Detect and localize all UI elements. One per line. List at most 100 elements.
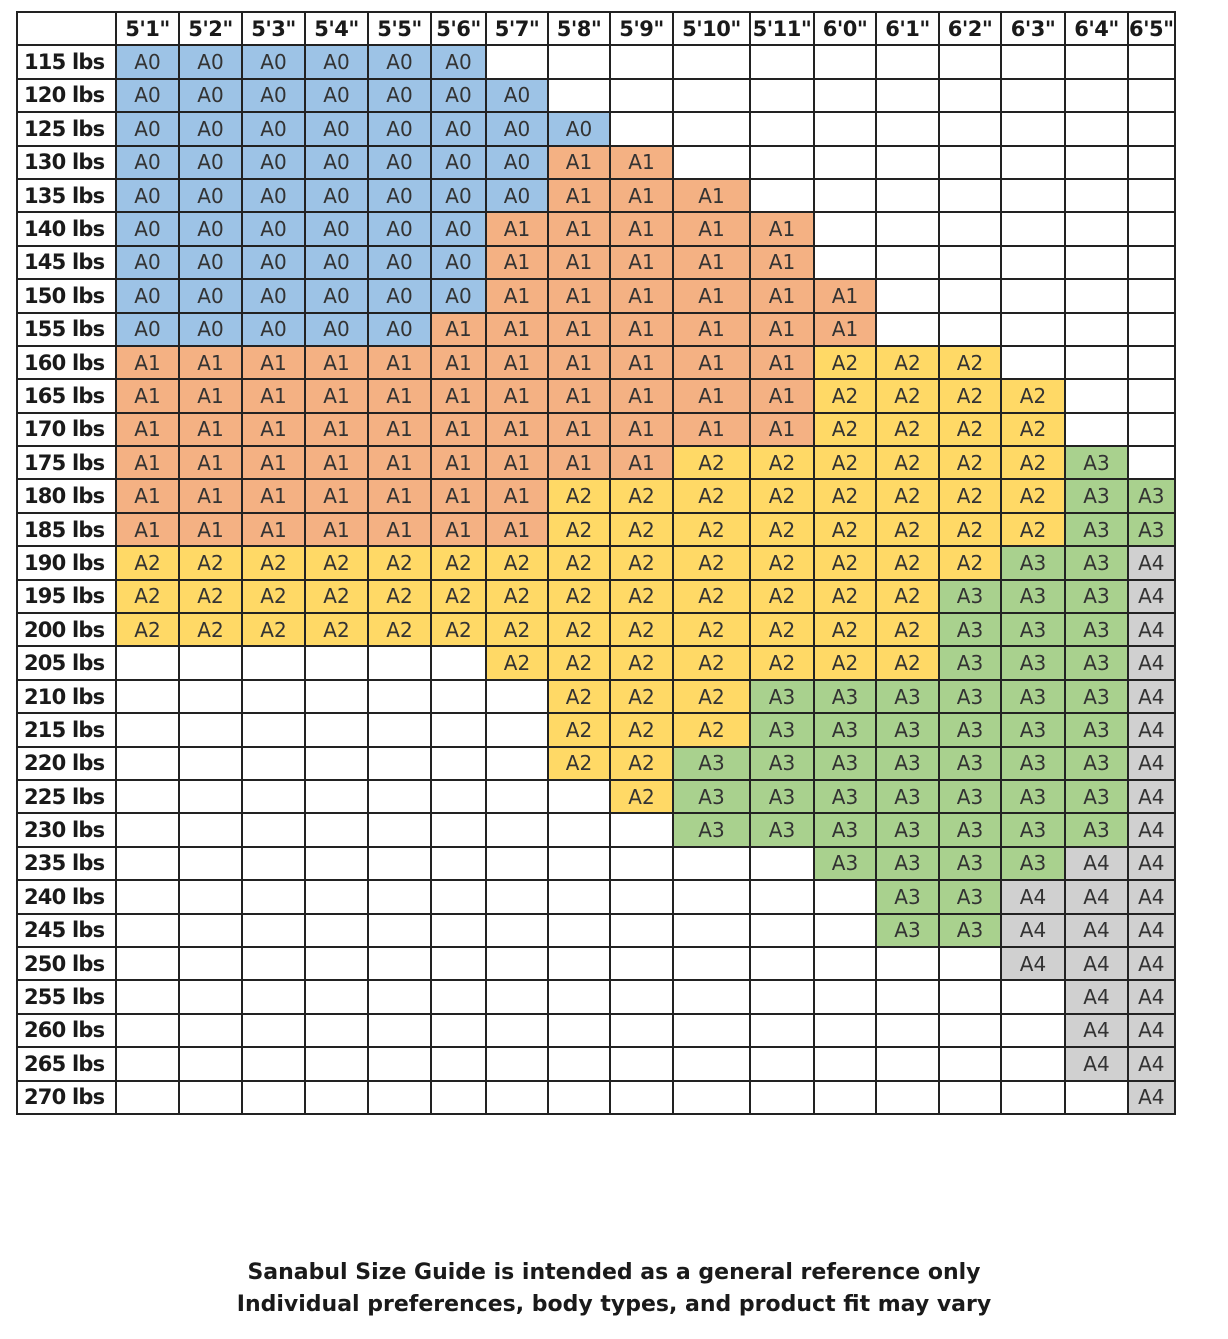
size-cell: A2: [875, 578, 940, 615]
size-cell: A2: [241, 578, 306, 615]
size-cell: [485, 845, 549, 882]
size-cell: [1127, 111, 1176, 147]
size-cell: A2: [609, 545, 674, 581]
size-cell: [1064, 1079, 1129, 1115]
size-cell: A4: [1127, 1079, 1176, 1115]
size-cell: [875, 244, 940, 281]
size-cell: [609, 879, 674, 915]
size-cell: A1: [547, 411, 611, 448]
size-cell: A0: [367, 144, 432, 180]
size-cell: A1: [485, 478, 549, 514]
size-cell: A1: [672, 378, 751, 414]
size-cell: [547, 778, 611, 815]
size-cell: [672, 1046, 751, 1082]
size-cell: [609, 44, 674, 80]
size-cell: A0: [430, 278, 487, 314]
size-cell: A1: [749, 278, 815, 314]
size-cell: [938, 44, 1002, 80]
size-cell: [749, 144, 815, 180]
weight-label: 260 lbs: [16, 1012, 117, 1049]
size-cell: [875, 144, 940, 180]
size-cell: A2: [938, 511, 1002, 548]
size-cell: [430, 678, 487, 715]
size-cell: A1: [304, 411, 369, 448]
table-row: 150 lbs A0 A0 A0 A0 A0 A0 A1 A1 A1 A1 A1 A1: [16, 278, 1176, 314]
size-cell: A3: [938, 612, 1002, 648]
size-cell: [115, 778, 180, 815]
size-cell: A2: [485, 645, 549, 681]
table-row: 145 lbs A0 A0 A0 A0 A0 A0 A1 A1 A1 A1 A1: [16, 244, 1176, 281]
size-cell: A1: [749, 378, 815, 414]
table-row: 255 lbs A4 A4: [16, 979, 1176, 1015]
size-cell: [178, 945, 243, 982]
size-cell: A2: [749, 545, 815, 581]
size-cell: A2: [672, 678, 751, 715]
size-cell: A0: [367, 177, 432, 214]
size-cell: A3: [1000, 812, 1066, 848]
size-cell: A0: [430, 144, 487, 180]
size-cell: A2: [672, 578, 751, 615]
size-cell: [813, 111, 877, 147]
size-cell: A1: [547, 344, 611, 381]
table-row: 250 lbs A4 A4 A4: [16, 945, 1176, 982]
size-cell: A0: [241, 311, 306, 347]
size-cell: [813, 912, 877, 948]
size-cell: A2: [367, 578, 432, 615]
size-cell: A1: [485, 445, 549, 481]
size-cell: [609, 979, 674, 1015]
size-cell: [1064, 311, 1129, 347]
size-cell: [367, 912, 432, 948]
size-cell: [938, 1046, 1002, 1082]
size-cell: [813, 1046, 877, 1082]
size-cell: A3: [875, 678, 940, 715]
size-cell: A1: [304, 344, 369, 381]
size-cell: A0: [367, 44, 432, 80]
size-cell: A4: [1127, 979, 1176, 1015]
size-cell: [749, 177, 815, 214]
height-header-5: 5'6": [430, 10, 487, 47]
size-cell: [241, 1079, 306, 1115]
weight-label: 130 lbs: [16, 144, 117, 180]
height-header-row: 5'1" 5'2" 5'3" 5'4" 5'5" 5'6" 5'7" 5'8" 5'9" 5'10…: [16, 10, 1176, 47]
size-cell: A3: [1064, 545, 1129, 581]
size-cell: A4: [1000, 879, 1066, 915]
size-cell: [178, 645, 243, 681]
size-cell: [672, 879, 751, 915]
size-cell: A0: [485, 177, 549, 214]
table-row: 245 lbs A3 A3 A4 A4 A4: [16, 912, 1176, 948]
height-header-7: 5'8": [547, 10, 611, 47]
size-cell: A1: [115, 344, 180, 381]
size-cell: [241, 712, 306, 748]
size-cell: A2: [938, 378, 1002, 414]
size-cell: A4: [1064, 979, 1129, 1015]
size-cell: [672, 77, 751, 114]
size-cell: A4: [1127, 1046, 1176, 1082]
size-cell: A4: [1064, 1012, 1129, 1049]
size-cell: [430, 1012, 487, 1049]
size-cell: A1: [813, 278, 877, 314]
size-cell: A1: [178, 478, 243, 514]
size-cell: [609, 1046, 674, 1082]
size-cell: [430, 1046, 487, 1082]
table-row: 215 lbs A2 A2 A2 A3 A3 A3 A3 A3 A3 A4: [16, 712, 1176, 748]
weight-label: 185 lbs: [16, 511, 117, 548]
size-cell: [813, 244, 877, 281]
size-cell: A1: [485, 244, 549, 281]
size-cell: [1127, 144, 1176, 180]
size-cell: [1000, 177, 1066, 214]
weight-label: 170 lbs: [16, 411, 117, 448]
size-cell: [178, 1079, 243, 1115]
size-cell: A4: [1127, 1012, 1176, 1049]
size-cell: A2: [430, 545, 487, 581]
size-cell: A3: [813, 812, 877, 848]
size-cell: [485, 1046, 549, 1082]
size-cell: [1064, 144, 1129, 180]
size-cell: A0: [430, 244, 487, 281]
size-cell: [1127, 177, 1176, 214]
size-cell: A2: [749, 578, 815, 615]
size-cell: [178, 712, 243, 748]
size-cell: [367, 979, 432, 1015]
size-cell: A1: [241, 411, 306, 448]
height-header-15: 6'4": [1064, 10, 1129, 47]
weight-label: 145 lbs: [16, 244, 117, 281]
